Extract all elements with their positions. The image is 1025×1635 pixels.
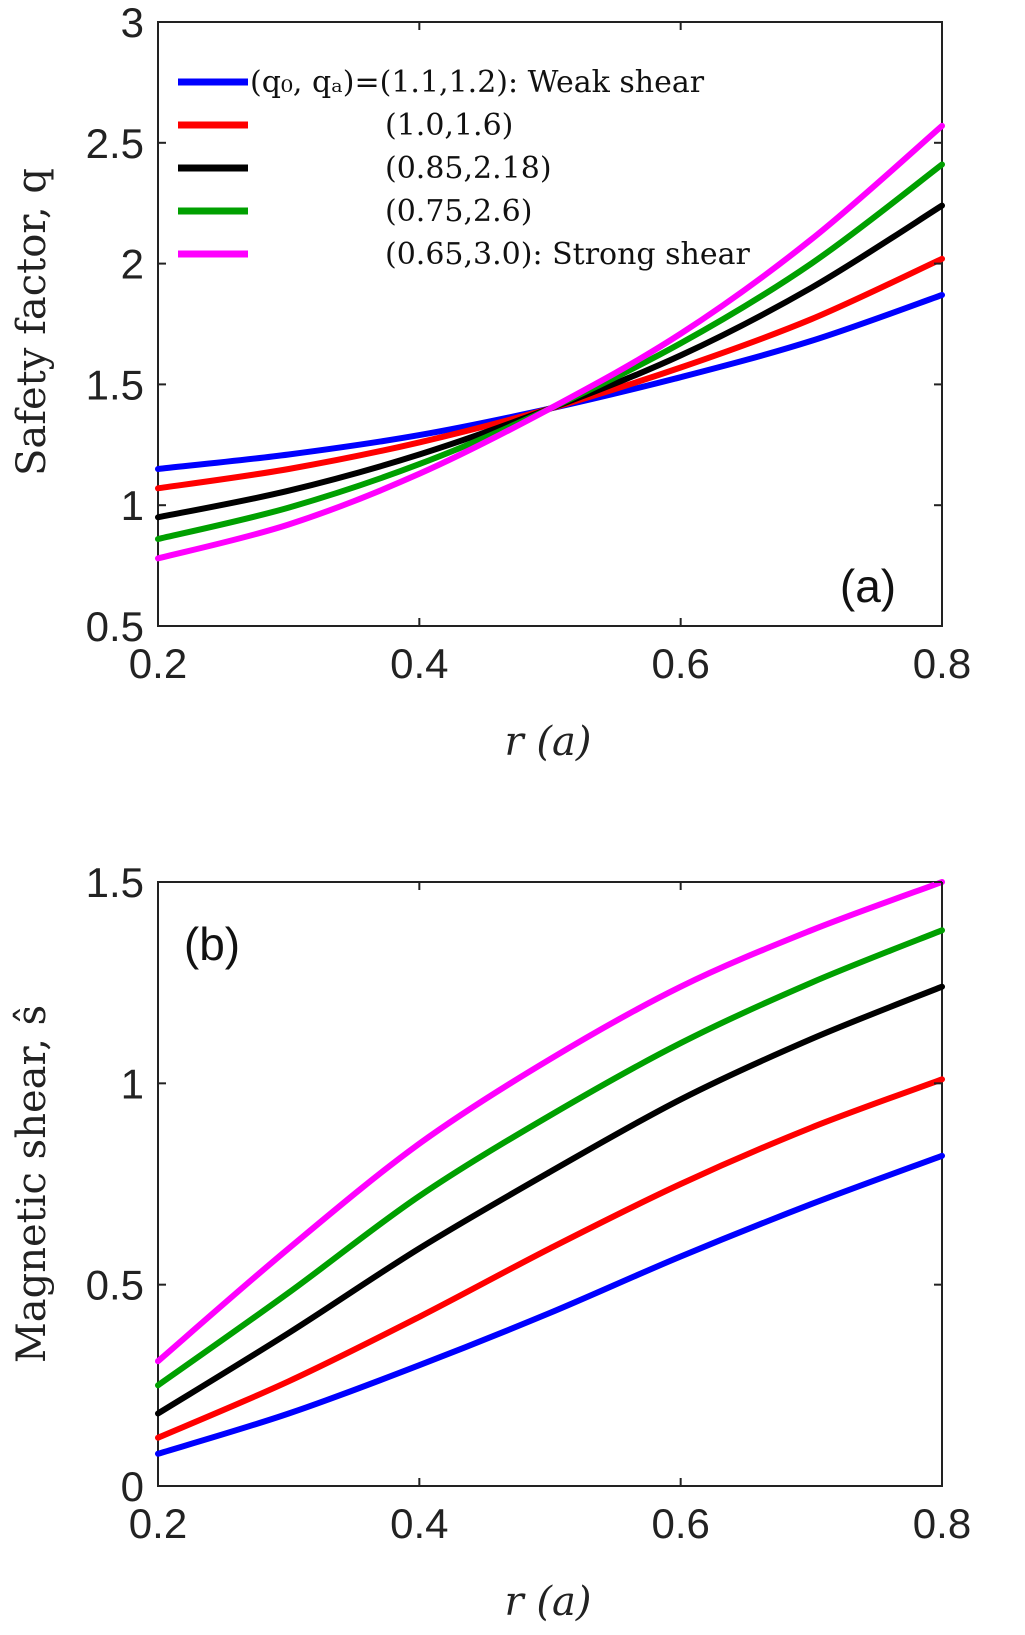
panel-b-series-line-3 xyxy=(155,983,945,1417)
panel-a-frame xyxy=(157,21,943,627)
panel-a-safety-factor: 0.2 0.4 0.6 0.8 0.5 1 1.5 2 2.5 3 (a) Safety fact… xyxy=(9,0,971,765)
panel-b-xtick-label: 0.2 xyxy=(129,1500,187,1547)
panel-b-xlabel: r (a) xyxy=(505,1579,592,1625)
panel-a-ytick-label: 2 xyxy=(121,241,144,288)
panel-b-label: (b) xyxy=(184,918,240,970)
panel-b-xtick-label: 0.8 xyxy=(913,1500,971,1547)
panel-a-xlabel: r (a) xyxy=(505,719,592,765)
panel-b-ytick-label: 1 xyxy=(121,1060,144,1107)
panel-b-ytick-label: 0.5 xyxy=(86,1262,144,1309)
panel-b-magnetic-shear: 0.2 0.4 0.6 0.8 0 0.5 1 1.5 (b) Magnetic shear,… xyxy=(9,859,971,1625)
panel-b-series-lines xyxy=(155,879,945,1457)
legend-label-3: (0.85,2.18) xyxy=(385,151,552,186)
legend-label-4: (0.75,2.6) xyxy=(385,194,532,229)
panel-a-xtick-label: 0.6 xyxy=(651,640,709,687)
panel-b-frame xyxy=(157,881,943,1487)
panel-a-series-line-1 xyxy=(155,292,945,472)
panel-b-xtick-label: 0.6 xyxy=(651,1500,709,1547)
panel-a-series-line-4 xyxy=(155,161,945,542)
panel-b-series-line-5 xyxy=(155,879,945,1365)
legend-label-1: (q₀, qₐ)=(1.1,1.2): Weak shear xyxy=(250,65,705,100)
panel-a-ytick-label: 1.5 xyxy=(86,361,144,408)
panel-b-ytick-label: 1.5 xyxy=(86,859,144,906)
panel-b-ylabel: Magnetic shear, ŝ xyxy=(9,1005,55,1363)
panel-a-series-lines xyxy=(155,122,945,562)
panel-a-ytick-label: 2.5 xyxy=(86,120,144,167)
panel-a-ytick-label: 3 xyxy=(121,0,144,46)
panel-b-series-line-2 xyxy=(155,1076,945,1441)
panel-b-series-line-1 xyxy=(155,1152,945,1457)
legend-label-2: (1.0,1.6) xyxy=(385,108,513,143)
panel-a-ytick-label: 0.5 xyxy=(86,603,144,650)
panel-a-ytick-label: 1 xyxy=(121,482,144,529)
panel-a-xtick-label: 0.4 xyxy=(390,640,448,687)
panel-a-legend: (q₀, qₐ)=(1.1,1.2): Weak shear (1.0,1.6) (… xyxy=(178,65,751,272)
panel-b-series-line-4 xyxy=(155,927,945,1389)
panel-a-ylabel: Safety factor, q xyxy=(9,168,55,476)
panel-a-series-line-5 xyxy=(155,122,945,562)
panel-a-xtick-label: 0.2 xyxy=(129,640,187,687)
panel-b-ytick-label: 0 xyxy=(121,1463,144,1510)
legend-label-5: (0.65,3.0): Strong shear xyxy=(385,237,751,272)
panel-b-xtick-label: 0.4 xyxy=(390,1500,448,1547)
panel-a-xtick-label: 0.8 xyxy=(913,640,971,687)
panel-a-label: (a) xyxy=(840,560,896,612)
